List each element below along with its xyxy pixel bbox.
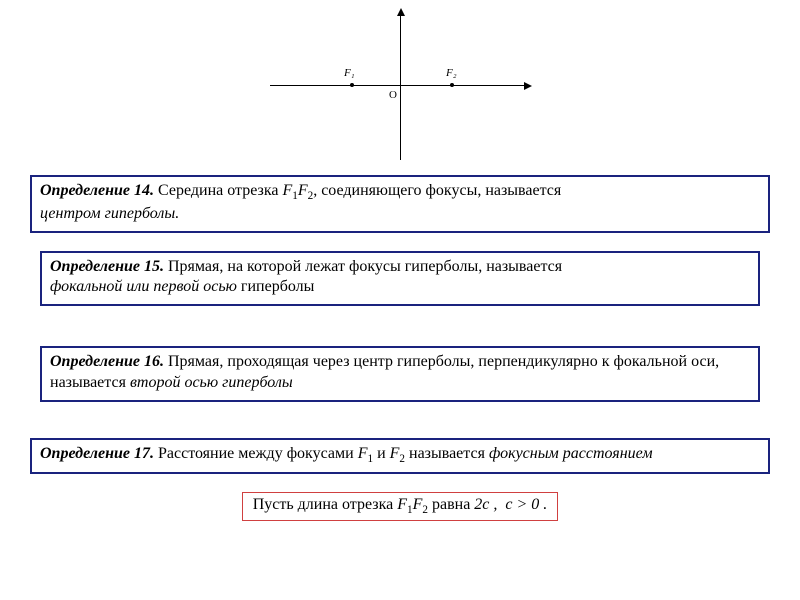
final-box-wrap: Пусть длина отрезка F1F2 равна 2c , c > …: [30, 492, 770, 520]
def17-f2: F2: [390, 445, 405, 462]
spacer: [30, 324, 770, 346]
def14-text-before: Середина отрезка: [158, 182, 282, 199]
y-axis: [400, 10, 401, 160]
def16-term: второй осью гиперболы: [130, 374, 293, 391]
focus-f1-point: [350, 83, 354, 87]
def15-title: Определение 15.: [50, 258, 164, 275]
def14-title: Определение 14.: [40, 182, 154, 199]
def17-f1: F1: [358, 445, 373, 462]
definition-15-box: Определение 15. Прямая, на которой лежат…: [40, 251, 760, 307]
f2-label: F₂: [446, 67, 457, 79]
focus-f2-point: [450, 83, 454, 87]
diagram-container: F₁ F₂ O: [30, 5, 770, 165]
final-val: 2c: [474, 496, 489, 513]
def17-before: Расстояние между фокусами: [154, 445, 358, 462]
definition-17-box: Определение 17. Расстояние между фокусам…: [30, 438, 770, 475]
final-cond: , c > 0 .: [489, 496, 547, 513]
def17-mid: и: [373, 445, 390, 462]
def15-tail: гиперболы: [237, 278, 314, 295]
definition-16-box: Определение 16. Прямая, проходящая через…: [40, 346, 760, 402]
f1-label: F₁: [344, 67, 355, 79]
final-seg: F1F2: [397, 496, 428, 513]
axes-diagram: F₁ F₂ O: [260, 5, 540, 165]
spacer-2: [30, 420, 770, 438]
origin-label: O: [389, 89, 397, 101]
final-before: Пусть длина отрезка: [253, 496, 398, 513]
def14-segment: F1F2: [282, 182, 313, 199]
def17-term: фокусным расстоянием: [489, 445, 653, 462]
page: F₁ F₂ O Определение 14. Середина отрезка…: [0, 0, 800, 600]
def16-title: Определение 16.: [50, 353, 164, 370]
def15-term: фокальной или первой осью: [50, 278, 237, 295]
segment-length-box: Пусть длина отрезка F1F2 равна 2c , c > …: [242, 492, 559, 520]
def14-term: центром гиперболы.: [40, 205, 179, 222]
def15-body: Прямая, на которой лежат фокусы гипербол…: [164, 258, 562, 275]
def17-title: Определение 17.: [40, 445, 154, 462]
definition-14-box: Определение 14. Середина отрезка F1F2, с…: [30, 175, 770, 233]
final-mid: равна: [428, 496, 474, 513]
def17-after: называется: [405, 445, 489, 462]
def14-text-after: , соединяющего фокусы, называется: [313, 182, 561, 199]
